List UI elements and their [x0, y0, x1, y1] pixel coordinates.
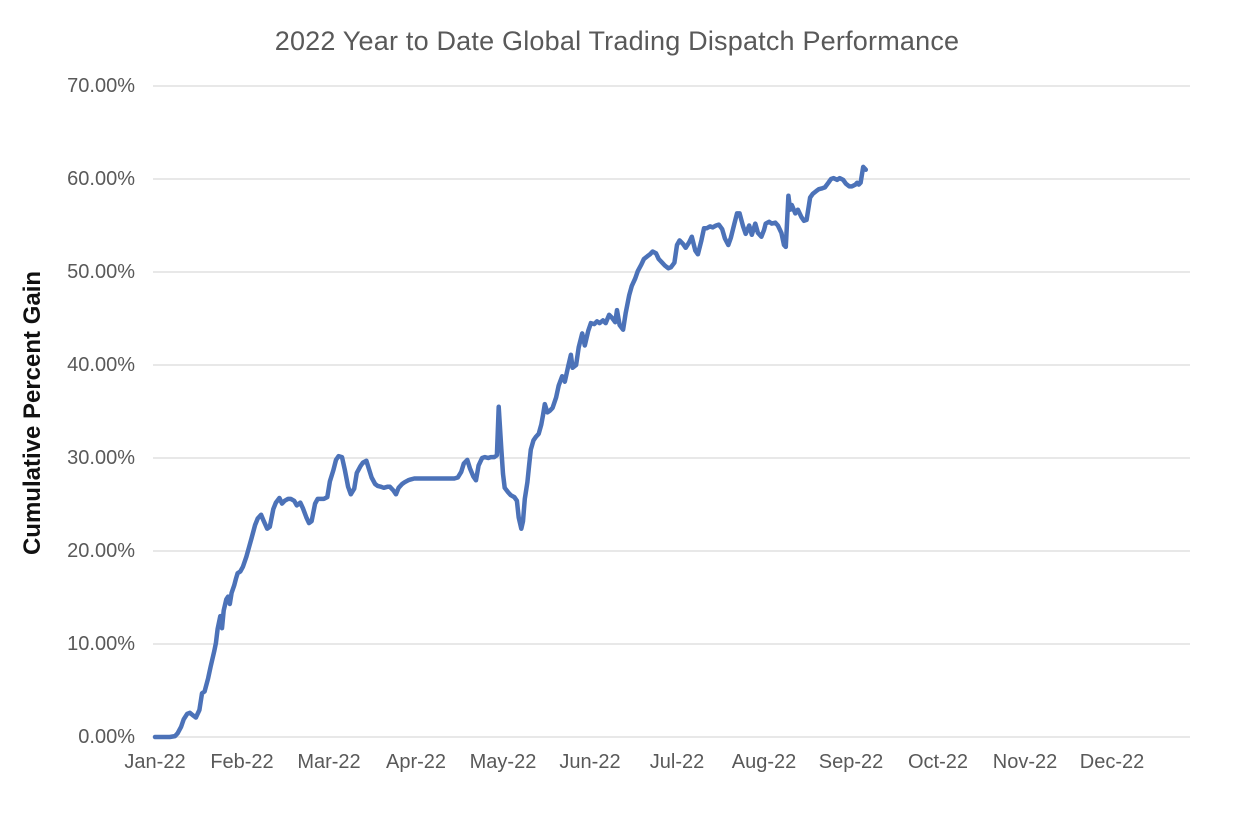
y-tick-label: 50.00%: [67, 261, 135, 283]
x-tick-label: Jun-22: [559, 751, 621, 773]
y-tick-label: 40.00%: [67, 354, 135, 376]
x-tick-label: May-22: [469, 751, 537, 773]
y-tick-label: 0.00%: [78, 726, 135, 748]
horizontal-gridlines: [153, 85, 1190, 738]
x-tick-label: Sep-22: [818, 751, 884, 773]
x-tick-label: Dec-22: [1079, 751, 1145, 773]
x-tick-label: Oct-22: [907, 751, 969, 773]
x-tick-label: Feb-22: [210, 751, 274, 773]
x-tick-label: Aug-22: [731, 751, 797, 773]
y-tick-label: 30.00%: [67, 447, 135, 469]
cumulative-gain-line-series: [152, 164, 869, 740]
chart-title: 2022 Year to Date Global Trading Dispatc…: [274, 26, 960, 56]
y-tick-label: 60.00%: [67, 168, 135, 190]
y-tick-label: 70.00%: [67, 75, 135, 97]
x-tick-label: Mar-22: [297, 751, 361, 773]
y-tick-label: 20.00%: [67, 540, 135, 562]
y-tick-label: 10.00%: [67, 633, 135, 655]
x-tick-label: Nov-22: [992, 751, 1058, 773]
x-tick-label: Jan-22: [124, 751, 186, 773]
x-tick-label: Apr-22: [385, 751, 447, 773]
x-tick-label: Jul-22: [649, 751, 705, 773]
